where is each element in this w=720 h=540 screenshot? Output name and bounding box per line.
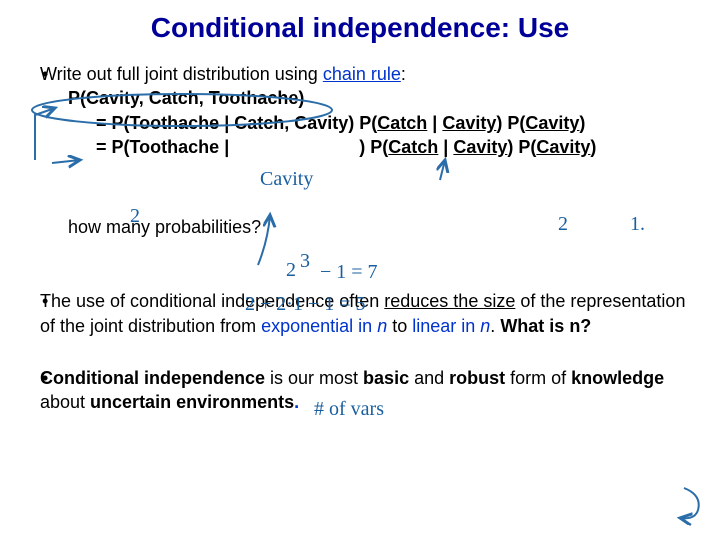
l1: P(Cavity, Catch, Toothache) — [68, 88, 304, 108]
how-many-q: how many probabilities? — [68, 215, 700, 239]
line-joint: P(Cavity, Catch, Toothache) — [68, 86, 700, 110]
chain-rule-link: chain rule — [323, 64, 401, 84]
line-expand-2: = P(Toothache | ) P(Catch | Cavity) P(Ca… — [96, 135, 700, 159]
bullet-2: The use of conditional independence ofte… — [28, 289, 700, 338]
slide-content: Write out full joint distribution using … — [0, 62, 720, 415]
line-expand-1: = P(Toothache | Catch, Cavity) P(Catch |… — [96, 111, 700, 135]
bullet-3: Conditional independence is our most bas… — [28, 366, 700, 415]
bullet-1: Write out full joint distribution using … — [28, 62, 700, 281]
title-text: Conditional independence: Use — [151, 12, 569, 43]
b1-lead: Write out full joint distribution using — [40, 64, 323, 84]
slide-title: Conditional independence: Use — [0, 0, 720, 62]
